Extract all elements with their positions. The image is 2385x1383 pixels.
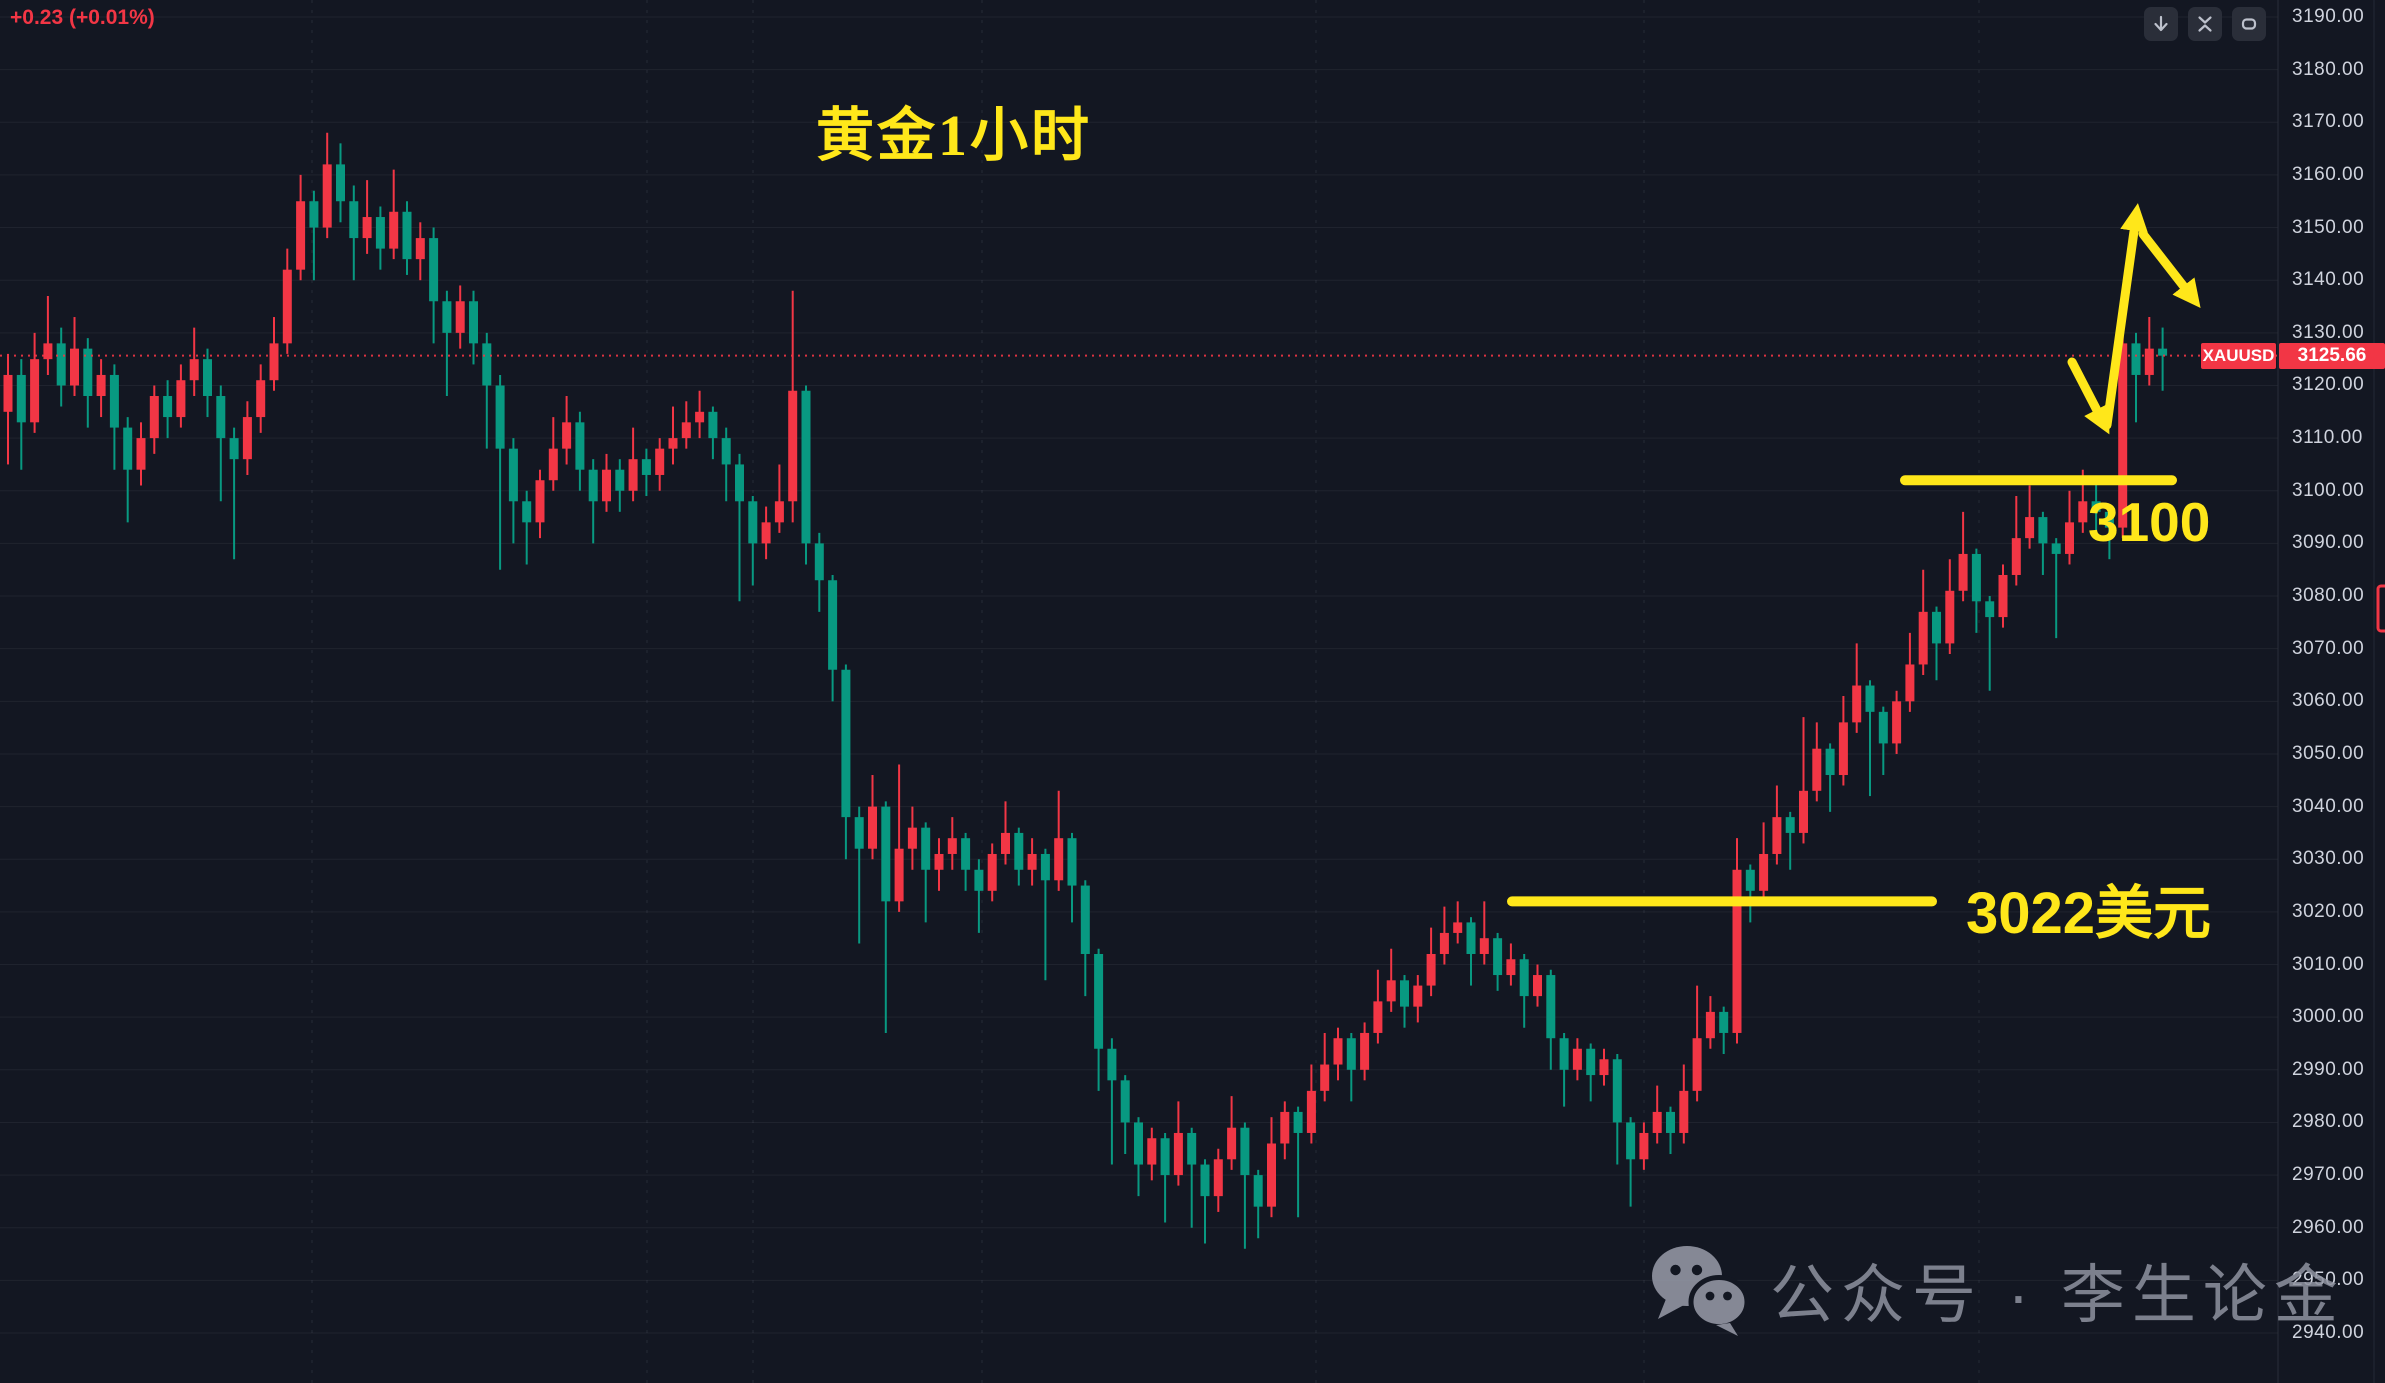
price-change-label: +0.23 (+0.01%) — [10, 6, 155, 29]
frame-icon — [2241, 18, 2257, 30]
scroll-to-latest-button[interactable] — [2144, 7, 2178, 41]
last-price-tag: 3125.66 — [2279, 342, 2385, 369]
symbol-price-tag: XAUUSD — [2201, 342, 2276, 369]
maximize-pane-button[interactable] — [2232, 7, 2266, 41]
level-3022-label: 3022美元 — [1966, 881, 2212, 946]
collapse-pane-button[interactable] — [2188, 7, 2222, 41]
collapse-icon — [2198, 16, 2212, 32]
arrow-down-icon — [2154, 15, 2168, 32]
wechat-icon — [1652, 1246, 1750, 1336]
watermark: 公众号 · 李生论金 — [1650, 1243, 2345, 1337]
watermark-text: 公众号 · 李生论金 — [1770, 1259, 2345, 1331]
level-3100-label: 3100 — [2088, 491, 2211, 553]
chart-title: 黄金1小时 — [816, 103, 1093, 168]
